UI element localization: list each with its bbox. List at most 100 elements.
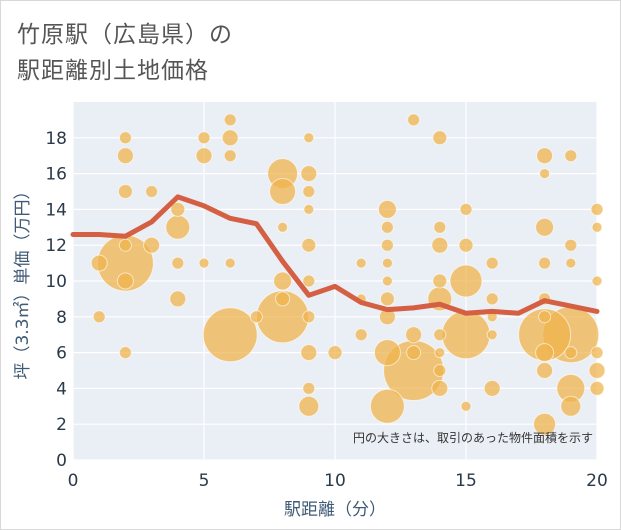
bubble	[405, 326, 423, 344]
x-axis-label: 駅距離（分）	[284, 500, 386, 520]
bubble	[302, 381, 316, 395]
bubble	[485, 256, 499, 270]
y-tick-label: 18	[45, 129, 67, 149]
bubble	[354, 328, 368, 342]
bubble	[449, 264, 483, 298]
bubble	[431, 379, 449, 397]
bubble	[277, 221, 289, 233]
bubble	[591, 275, 603, 287]
x-tick-label: 5	[199, 471, 210, 491]
bubble	[223, 113, 237, 127]
bubble	[202, 307, 258, 363]
bubble	[117, 184, 133, 199]
bubble	[327, 345, 343, 361]
bubble	[485, 292, 499, 306]
bubble	[533, 412, 557, 436]
bubble	[195, 147, 213, 165]
bubble	[224, 257, 236, 269]
bubble	[301, 237, 317, 253]
bubble	[432, 273, 448, 289]
x-tick-label: 15	[455, 471, 477, 491]
bubble	[302, 185, 316, 198]
y-tick-label: 8	[56, 308, 67, 328]
bubble	[381, 257, 393, 269]
x-tick-label: 10	[324, 471, 346, 491]
bubble	[535, 217, 555, 237]
bubble	[302, 274, 316, 288]
bubble	[90, 254, 108, 272]
bubble	[590, 202, 604, 216]
bubble	[589, 380, 605, 396]
bubble	[369, 388, 405, 424]
bubble	[564, 346, 578, 360]
chart-title-line-1: 竹原駅（広島県）の	[17, 22, 233, 48]
bubble	[355, 257, 367, 269]
bubble	[535, 343, 555, 363]
bubble	[116, 147, 134, 165]
bubble	[145, 185, 159, 198]
bubble	[441, 310, 491, 360]
bubble	[223, 149, 237, 163]
bubble	[118, 346, 132, 360]
bubble	[458, 237, 474, 253]
y-tick-label: 12	[45, 236, 67, 256]
y-tick-label: 6	[56, 344, 67, 364]
bubble	[591, 221, 603, 233]
bubble	[434, 347, 446, 359]
bubble	[116, 272, 134, 290]
bubble	[197, 131, 211, 145]
bubble-series	[90, 113, 606, 436]
bubble	[588, 362, 606, 379]
bubble	[373, 339, 401, 367]
bubble	[431, 236, 449, 254]
y-tick-label: 16	[45, 165, 67, 185]
bubble	[381, 275, 393, 287]
y-tick-label: 10	[45, 272, 67, 292]
bubble	[275, 291, 291, 307]
bubble	[433, 220, 447, 234]
bubble	[432, 130, 448, 146]
bubble	[538, 310, 552, 324]
y-tick-label: 2	[56, 415, 67, 435]
bubble	[483, 379, 501, 397]
bubble	[143, 236, 161, 254]
bubble	[165, 214, 191, 240]
x-tick-label: 0	[68, 471, 79, 491]
bubble	[433, 364, 447, 377]
tick-labels: 0 5 10 15 20 0 2 4 6 8 10 12 14 16 18	[45, 129, 607, 491]
x-tick-label: 20	[586, 471, 608, 491]
bubble	[564, 149, 578, 163]
y-tick-label: 0	[56, 451, 67, 471]
chart-title-line-2: 駅距離別土地価格	[17, 58, 209, 84]
bubble	[170, 201, 186, 217]
y-axis-label: 坪（3.3㎡）単価（万円）	[13, 182, 33, 379]
bubble	[169, 290, 187, 308]
trend-line	[70, 194, 600, 316]
bubble	[198, 257, 210, 269]
bubble	[538, 256, 552, 270]
bubble	[118, 131, 132, 145]
bubble	[118, 238, 132, 252]
bubble	[249, 310, 263, 324]
bubble	[565, 257, 577, 269]
bubble	[433, 328, 447, 342]
bubble	[560, 395, 582, 417]
bubble	[536, 362, 554, 379]
bubble	[407, 113, 421, 127]
bubble	[406, 345, 422, 361]
y-tick-label: 14	[45, 200, 67, 220]
bubble	[302, 310, 316, 324]
bubble	[269, 178, 297, 205]
bubble	[303, 203, 315, 215]
bubble	[380, 238, 394, 252]
size-note: 円の大きさは、取引のあった物件面積を示す	[353, 430, 593, 445]
bubble	[298, 395, 320, 417]
bubble	[171, 256, 185, 270]
bubble	[377, 199, 397, 219]
bubble	[300, 165, 318, 183]
bubble	[564, 238, 578, 252]
bubble	[539, 168, 551, 180]
bubble	[92, 310, 106, 324]
bubble	[459, 202, 473, 216]
